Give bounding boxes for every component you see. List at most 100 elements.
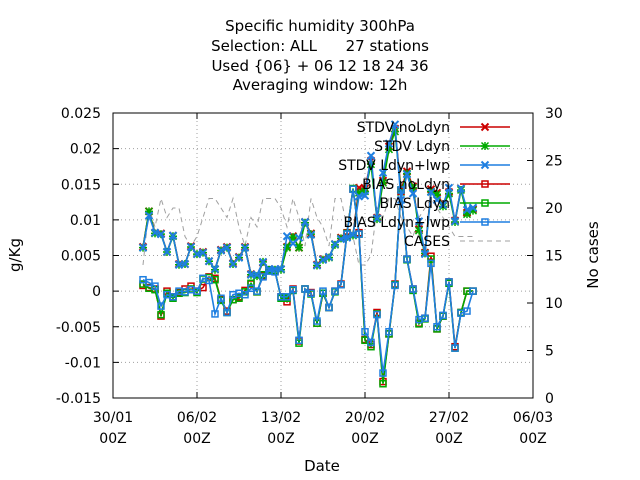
data-point	[247, 279, 255, 288]
data-point	[253, 287, 261, 295]
data-point	[403, 255, 411, 263]
x-tick-label: 13/02	[261, 410, 301, 426]
data-point	[258, 257, 268, 267]
data-point	[462, 205, 472, 215]
data-point	[157, 310, 165, 319]
data-point	[427, 255, 435, 263]
data-point	[349, 185, 357, 193]
legend-label: STDV Ldyn	[374, 139, 450, 155]
data-point	[427, 259, 435, 268]
data-point	[240, 243, 250, 252]
data-point	[444, 189, 454, 198]
x-axis-label: Date	[304, 457, 340, 475]
data-point	[378, 168, 388, 178]
data-point	[414, 217, 424, 226]
x-tick-label-time: 00Z	[435, 431, 462, 447]
data-point	[312, 261, 322, 270]
data-point	[366, 151, 376, 160]
legend-label: BIAS Ldyn+lwp	[344, 215, 451, 231]
y2-tick-label: 20	[545, 201, 563, 217]
x-tick-label: 27/02	[429, 410, 469, 426]
legend-label: STDV Ldyn+lwp	[338, 158, 450, 174]
data-point	[222, 243, 232, 252]
data-point	[282, 232, 292, 241]
legend-marker	[481, 199, 489, 207]
y-tick-label: 0.01	[70, 213, 101, 229]
data-point	[319, 287, 327, 295]
legend-item: STDV noLdyn	[357, 120, 510, 136]
data-point	[385, 327, 393, 336]
x-tick-label-time: 00Z	[99, 431, 126, 447]
legend-item: STDV Ldyn	[374, 139, 510, 155]
data-point	[462, 210, 472, 219]
data-point	[379, 369, 387, 377]
data-point	[259, 273, 267, 281]
data-point	[331, 287, 339, 295]
data-point	[390, 120, 400, 129]
data-point	[294, 243, 304, 252]
data-point	[408, 189, 418, 198]
data-point	[307, 289, 315, 298]
y-tick-label: 0.02	[70, 142, 101, 158]
data-point	[223, 308, 231, 317]
x-tick-label-time: 00Z	[183, 431, 210, 447]
y2-tick-label: 5	[545, 344, 554, 360]
title-line-1: Specific humidity 300hPa	[225, 17, 415, 35]
data-point	[391, 281, 399, 290]
series-cases	[142, 196, 473, 266]
y2-tick-label: 0	[545, 391, 554, 407]
data-point	[408, 183, 418, 192]
legend-item: BIAS Ldyn	[380, 196, 510, 212]
data-point	[306, 230, 316, 240]
legend-item: CASES	[404, 234, 510, 250]
y2-axis-ticks: 0 5 10 15 20 25 30	[527, 106, 563, 407]
data-point	[450, 217, 460, 226]
chart-title: Specific humidity 300hPa Selection: ALL …	[211, 17, 429, 94]
data-point	[468, 206, 478, 215]
y-tick-label: -0.01	[65, 355, 101, 371]
data-point	[445, 278, 453, 286]
data-point	[151, 282, 159, 290]
legend-label: CASES	[404, 234, 450, 250]
y-tick-label: 0.005	[61, 249, 101, 265]
legend-marker	[480, 141, 490, 151]
legend: STDV noLdyn STDV Ldyn STDV Ldyn+lwp BIAS no…	[338, 120, 510, 250]
data-point	[144, 211, 154, 220]
data-point	[288, 232, 298, 242]
data-point	[367, 338, 375, 347]
x-tick-label: 30/01	[93, 410, 133, 426]
data-point	[438, 200, 448, 210]
data-point	[300, 217, 310, 227]
data-point	[228, 259, 238, 269]
data-point	[325, 303, 333, 312]
y2-tick-label: 10	[545, 296, 563, 312]
y-axis-label: g/Kg	[6, 238, 24, 272]
data-point	[186, 242, 196, 252]
x-tick-label: 20/02	[345, 410, 385, 426]
data-point	[282, 243, 292, 252]
data-point	[150, 228, 160, 237]
data-point	[433, 323, 441, 331]
data-point	[294, 233, 304, 242]
data-point	[324, 252, 334, 262]
data-point	[355, 230, 363, 238]
y2-axis-label: No cases	[584, 221, 602, 289]
data-point	[180, 259, 190, 269]
data-point	[372, 214, 382, 223]
series-layer	[138, 120, 478, 388]
x-tick-label-time: 00Z	[351, 431, 378, 447]
data-point	[373, 310, 381, 319]
data-point	[379, 380, 387, 388]
data-point	[337, 280, 345, 289]
data-point	[216, 246, 226, 255]
x-tick-label-time: 00Z	[519, 431, 546, 447]
x-axis-ticks: 30/01 00Z 06/02 00Z 13/02 00Z 20/02 00Z 27/02 00Z…	[93, 113, 553, 447]
y-tick-label: 0	[92, 284, 101, 300]
legend-item: STDV Ldyn+lwp	[338, 158, 510, 174]
title-line-3: Used {06} + 06 12 18 24 36	[211, 57, 428, 75]
data-point	[402, 170, 412, 179]
data-point	[415, 320, 423, 328]
y2-tick-label: 25	[545, 154, 563, 170]
y-tick-label: -0.005	[56, 320, 101, 336]
